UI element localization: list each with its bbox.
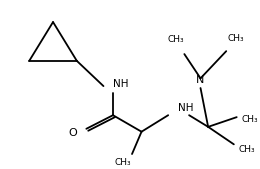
- Text: NH: NH: [113, 79, 128, 89]
- Text: N: N: [196, 75, 205, 85]
- Text: NH: NH: [178, 103, 193, 113]
- Text: CH₃: CH₃: [114, 158, 131, 167]
- Text: O: O: [69, 128, 77, 138]
- Text: CH₃: CH₃: [242, 115, 258, 124]
- Text: CH₃: CH₃: [167, 35, 184, 44]
- Text: CH₃: CH₃: [227, 34, 244, 43]
- Text: CH₃: CH₃: [239, 145, 255, 154]
